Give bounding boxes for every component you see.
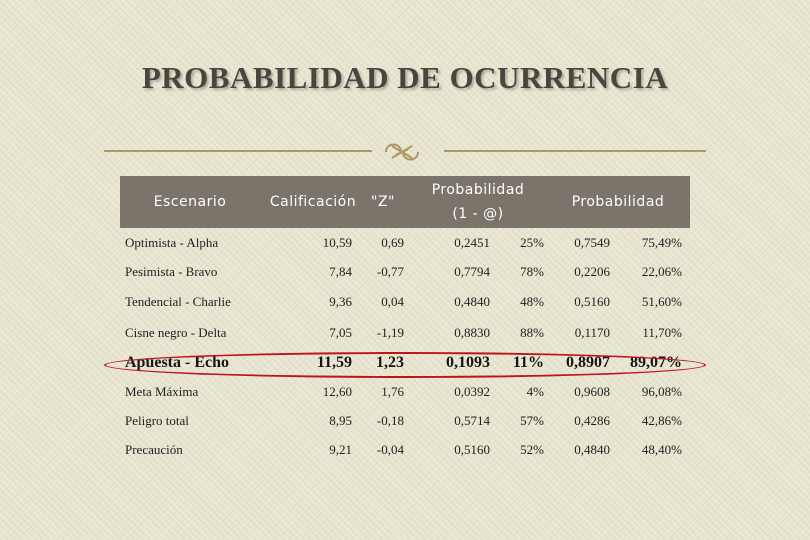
table-row: Meta Máxima 12,60 1,76 0,0392 4% 0,9608 96,08% — [120, 377, 690, 406]
table-row: Precaución 9,21 -0,04 0,5160 52% 0,4840 48,40% — [120, 435, 690, 464]
header-escenario: Escenario — [153, 194, 227, 210]
cell-calif: 9,36 — [329, 294, 352, 309]
header-probabilidad-1-line2: (1 - @) — [452, 206, 504, 222]
cell-p2pct: 48,40% — [641, 442, 682, 457]
highlight-ellipse — [104, 352, 706, 378]
cell-calif: 10,59 — [322, 235, 352, 250]
table-row: Cisne negro - Delta 7,05 -1,19 0,8830 88% 0,1… — [120, 318, 690, 347]
cell-z: 1,76 — [381, 384, 404, 399]
cell-name: Optimista - Alpha — [125, 235, 219, 250]
cell-p1: 0,4840 — [454, 294, 490, 309]
cell-p1: 0,7794 — [454, 264, 490, 279]
cell-p2pct: 51,60% — [641, 294, 682, 309]
cell-z: -0,77 — [376, 264, 404, 279]
cell-calif: 7,05 — [329, 325, 352, 340]
cell-p2: 0,1170 — [574, 325, 610, 340]
cell-p1: 0,2451 — [454, 235, 490, 250]
cell-p2: 0,5160 — [574, 294, 610, 309]
cell-calif: 12,60 — [322, 384, 352, 399]
cell-p1pct: 4% — [526, 384, 544, 399]
cell-z: 0,04 — [381, 294, 404, 309]
header-probabilidad-2: Probabilidad — [571, 194, 665, 210]
header-probabilidad-1-line1: Probabilidad — [431, 182, 525, 198]
cell-p2pct: 96,08% — [641, 384, 682, 399]
cell-p1pct: 88% — [520, 325, 544, 340]
cell-z: -0,04 — [376, 442, 404, 457]
cell-p2: 0,7549 — [574, 235, 610, 250]
cell-z: -1,19 — [376, 325, 404, 340]
cell-name: Peligro total — [125, 413, 189, 428]
cell-p1pct: 52% — [520, 442, 544, 457]
cell-z: 0,69 — [381, 235, 404, 250]
divider-left — [104, 150, 372, 152]
cell-p1: 0,5714 — [454, 413, 490, 428]
decorative-scroll-icon — [385, 143, 419, 161]
cell-name: Cisne negro - Delta — [125, 325, 227, 340]
cell-p1: 0,0392 — [454, 384, 490, 399]
cell-p1pct: 48% — [520, 294, 544, 309]
cell-p2pct: 75,49% — [641, 235, 682, 250]
cell-p2: 0,4840 — [574, 442, 610, 457]
cell-calif: 8,95 — [329, 413, 352, 428]
header-calificacion: Calificación — [269, 194, 357, 210]
cell-p2: 0,2206 — [574, 264, 610, 279]
table-row: Tendencial - Charlie 9,36 0,04 0,4840 48% 0,5… — [120, 287, 690, 316]
cell-p2: 0,9608 — [574, 384, 610, 399]
cell-name: Meta Máxima — [125, 384, 199, 399]
cell-p1: 0,5160 — [454, 442, 490, 457]
cell-name: Precaución — [125, 442, 183, 457]
cell-calif: 7,84 — [329, 264, 352, 279]
cell-p2pct: 22,06% — [641, 264, 682, 279]
cell-p1pct: 57% — [520, 413, 544, 428]
table-header: Escenario Calificación "Z" Probabilidad … — [120, 176, 690, 228]
table-row: Pesimista - Bravo 7,84 -0,77 0,7794 78% 0,220… — [120, 257, 690, 286]
cell-p2pct: 42,86% — [641, 413, 682, 428]
cell-p1pct: 25% — [520, 235, 544, 250]
cell-p2pct: 11,70% — [642, 325, 682, 340]
cell-p1pct: 78% — [520, 264, 544, 279]
page-title: PROBABILIDAD DE OCURRENCIA — [141, 60, 669, 95]
table-row: Peligro total 8,95 -0,18 0,5714 57% 0,4286 42,… — [120, 406, 690, 435]
cell-name: Tendencial - Charlie — [125, 294, 231, 309]
table-row: Optimista - Alpha 10,59 0,69 0,2451 25% 0,754… — [120, 228, 690, 257]
cell-calif: 9,21 — [329, 442, 352, 457]
header-z: "Z" — [371, 194, 395, 210]
cell-name: Pesimista - Bravo — [125, 264, 218, 279]
cell-p2: 0,4286 — [574, 413, 610, 428]
divider-right — [444, 150, 706, 152]
cell-z: -0,18 — [376, 413, 404, 428]
cell-p1: 0,8830 — [454, 325, 490, 340]
